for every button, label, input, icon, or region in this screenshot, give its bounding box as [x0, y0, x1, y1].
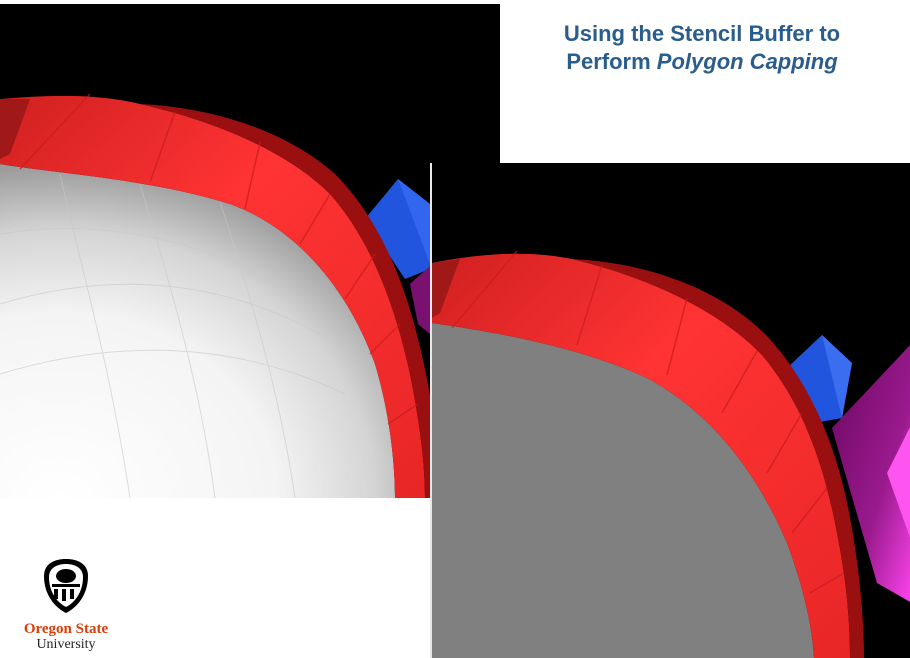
osu-logo: Oregon State University: [14, 556, 118, 652]
title-line-2: Perform Polygon Capping: [512, 48, 892, 76]
title-line-2-prefix: Perform: [566, 49, 657, 74]
beaver-seal-icon: [44, 559, 88, 613]
render-uncapped-image: [0, 93, 440, 498]
slide-title: Using the Stencil Buffer to Perform Poly…: [512, 20, 892, 76]
render-capped-image: [432, 250, 910, 658]
title-line-2-emphasis: Polygon Capping: [656, 49, 838, 74]
render-capped: [430, 163, 910, 658]
render-uncapped: [0, 4, 500, 498]
logo-wordmark-line1: Oregon State: [23, 621, 109, 637]
title-line-1: Using the Stencil Buffer to: [563, 21, 841, 46]
logo-wordmark-line2: University: [36, 637, 96, 652]
